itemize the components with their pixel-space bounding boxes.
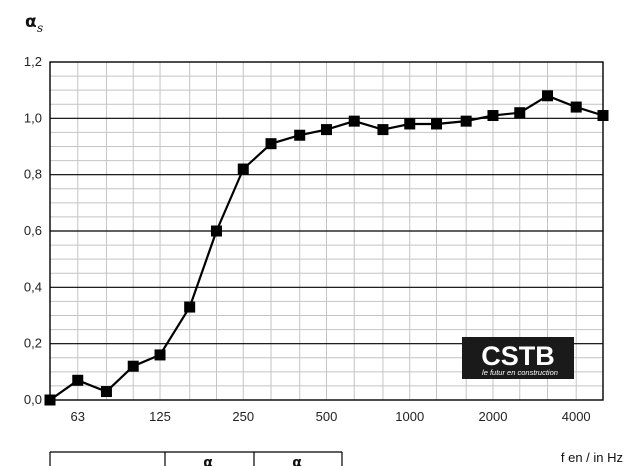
- data-point-marker: [265, 138, 277, 150]
- x-tick-label: 2000: [479, 409, 508, 424]
- y-tick-label: 1,2: [24, 54, 42, 69]
- data-point-marker: [127, 360, 139, 372]
- y-tick-label: 0,0: [24, 392, 42, 407]
- table-header-cell: α: [292, 455, 302, 466]
- data-point-marker: [44, 394, 56, 406]
- cstb-logo: CSTB le futur en construction: [462, 337, 574, 379]
- x-tick-label: 250: [232, 409, 254, 424]
- data-point-marker: [237, 163, 249, 175]
- data-point-marker: [404, 118, 416, 130]
- data-point-marker: [487, 110, 499, 122]
- x-tick-label: 500: [316, 409, 338, 424]
- series-group: [44, 90, 609, 406]
- data-point-marker: [542, 90, 554, 102]
- y-axis-title-main: α: [25, 12, 37, 32]
- logo-text: CSTB: [481, 341, 555, 371]
- y-tick-label: 0,4: [24, 279, 42, 294]
- y-tick-label: 0,6: [24, 223, 42, 238]
- y-tick-label: 0,8: [24, 167, 42, 182]
- y-tick-label: 1,0: [24, 110, 42, 125]
- y-axis-ticks: 0,0 0,2 0,4 0,6 0,8 1,0 1,2: [24, 54, 42, 407]
- data-point-marker: [348, 115, 360, 127]
- x-axis-title: f en / in Hz: [561, 450, 623, 465]
- data-point-marker: [460, 115, 472, 127]
- plot-frame: [49, 61, 604, 401]
- partial-table: α α: [49, 451, 343, 466]
- x-tick-label: 125: [149, 409, 171, 424]
- y-tick-label: 0,2: [24, 336, 42, 351]
- logo-tagline: le futur en construction: [482, 368, 558, 377]
- table-header-cell: α: [203, 455, 213, 466]
- y-axis-title: α s: [25, 12, 43, 35]
- y-axis-title-subscript: s: [37, 21, 43, 35]
- data-point-marker: [100, 386, 112, 398]
- major-gridlines: [50, 117, 603, 345]
- data-point-marker: [321, 124, 332, 136]
- data-point-marker: [184, 301, 196, 313]
- data-point-marker: [514, 107, 526, 119]
- x-tick-label: 63: [71, 409, 85, 424]
- data-point-marker: [72, 374, 84, 386]
- data-point-marker: [210, 225, 222, 237]
- data-point-marker: [431, 118, 443, 130]
- x-tick-label: 4000: [562, 409, 591, 424]
- logo-background: [462, 337, 574, 379]
- x-tick-label: 1000: [395, 409, 424, 424]
- data-point-marker: [377, 124, 389, 136]
- data-point-marker: [570, 101, 582, 113]
- data-point-marker: [597, 110, 609, 122]
- x-axis-ticks: 63 125 250 500 1000 2000 4000: [71, 409, 591, 424]
- data-point-marker: [294, 129, 306, 141]
- data-point-marker: [154, 349, 166, 361]
